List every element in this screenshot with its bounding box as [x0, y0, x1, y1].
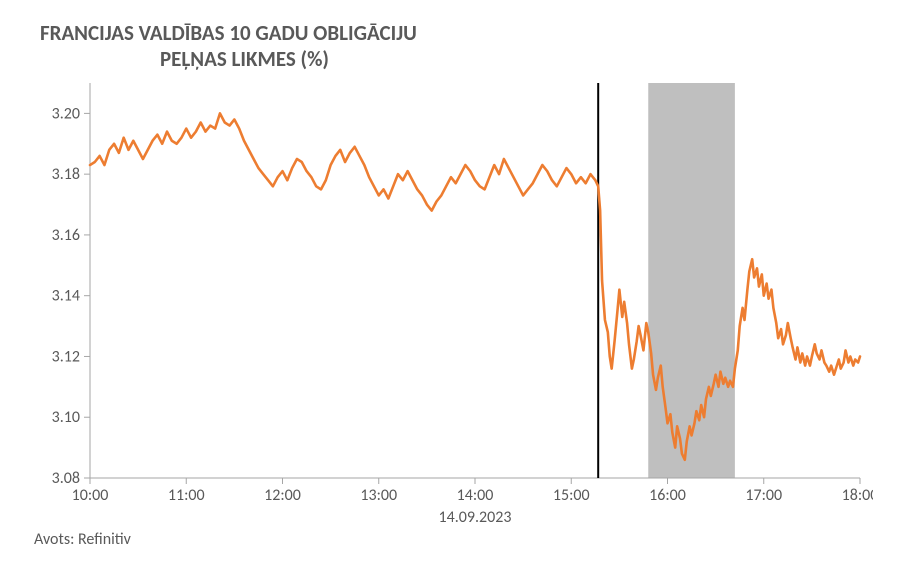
x-axis-date-label: 14.09.2023: [439, 508, 512, 527]
y-tick-label: 3.14: [52, 286, 80, 305]
chart-title: FRANCIJAS VALDĪBAS 10 GADU OBLIGĀCIJU PE…: [30, 20, 873, 73]
x-tick-label: 18:00: [842, 486, 873, 505]
yield-series-line: [90, 113, 860, 459]
x-tick-label: 12:00: [264, 486, 301, 505]
chart-source: Avots: Refinitiv: [30, 530, 873, 549]
line-chart: 3.083.103.123.143.163.183.2010:0011:0012…: [30, 83, 873, 528]
x-tick-label: 13:00: [360, 486, 397, 505]
y-tick-label: 3.20: [52, 104, 80, 123]
y-tick-label: 3.10: [52, 408, 80, 427]
x-tick-label: 17:00: [745, 486, 782, 505]
y-tick-label: 3.16: [52, 225, 80, 244]
chart-title-line1: FRANCIJAS VALDĪBAS 10 GADU OBLIGĀCIJU: [40, 20, 873, 46]
y-tick-label: 3.12: [52, 347, 80, 366]
chart-area: 3.083.103.123.143.163.183.2010:0011:0012…: [30, 83, 873, 528]
x-tick-label: 15:00: [553, 486, 590, 505]
chart-title-line2: PEĻŅAS LIKMES (%): [40, 46, 873, 72]
shaded-band: [648, 83, 735, 478]
x-tick-label: 11:00: [168, 486, 205, 505]
y-tick-label: 3.18: [52, 165, 80, 184]
x-tick-label: 10:00: [72, 486, 109, 505]
x-tick-label: 14:00: [457, 486, 494, 505]
x-tick-label: 16:00: [649, 486, 686, 505]
